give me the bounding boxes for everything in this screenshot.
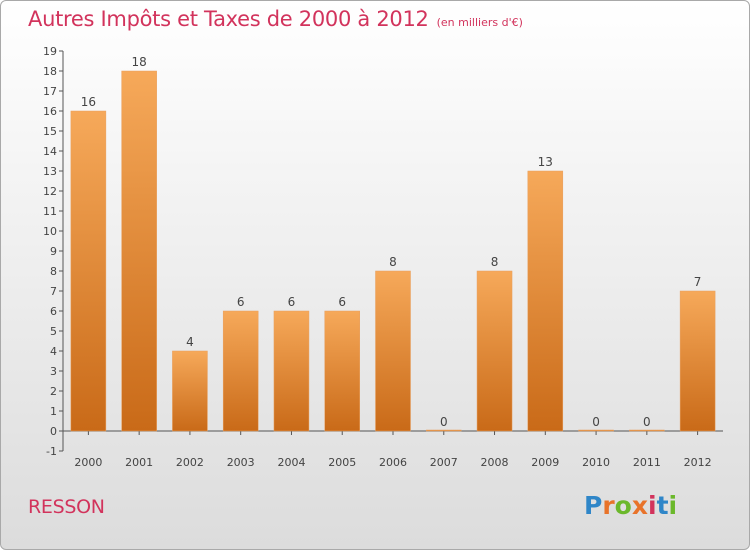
bar-2011 xyxy=(629,429,665,432)
data-label-2009: 13 xyxy=(538,155,553,169)
data-label-2003: 6 xyxy=(237,295,245,309)
y-tick-label: 10 xyxy=(43,225,57,238)
bar-2004 xyxy=(273,310,310,432)
y-tick-label: 9 xyxy=(50,245,57,258)
bar-2000 xyxy=(70,110,107,432)
bar-2007 xyxy=(426,429,462,432)
bar-2001 xyxy=(121,70,157,432)
y-tick-label: 19 xyxy=(43,45,57,58)
y-tick-label: 12 xyxy=(43,185,57,198)
y-tick-label: 2 xyxy=(50,385,57,398)
bars xyxy=(70,70,716,432)
bar-2012 xyxy=(679,290,716,432)
logo-letter: x xyxy=(631,491,648,520)
y-tick-label: 8 xyxy=(50,265,57,278)
bar-2009 xyxy=(527,170,564,432)
data-label-2007: 0 xyxy=(440,415,448,429)
y-tick-label: 14 xyxy=(43,145,57,158)
y-tick-label: 4 xyxy=(50,345,57,358)
x-tick-label: 2003 xyxy=(227,456,255,469)
data-label-2000: 16 xyxy=(81,95,96,109)
bar-2010 xyxy=(578,429,614,432)
x-tick-label: 2009 xyxy=(531,456,559,469)
x-tick-label: 2002 xyxy=(176,456,204,469)
data-label-2002: 4 xyxy=(186,335,194,349)
bar-2008 xyxy=(476,270,513,432)
logo-letter: r xyxy=(602,491,615,520)
proxiti-logo[interactable]: Proxiti xyxy=(584,491,677,520)
x-tick-label: 2004 xyxy=(277,456,305,469)
chart-title: Autres Impôts et Taxes de 2000 à 2012 (en… xyxy=(28,7,523,31)
logo-letter: P xyxy=(584,491,603,520)
y-tick-label: 0 xyxy=(50,425,57,438)
data-label-2010: 0 xyxy=(592,415,600,429)
data-label-2001: 18 xyxy=(132,55,147,69)
x-tick-label: 2001 xyxy=(125,456,153,469)
y-tick-label: 16 xyxy=(43,105,57,118)
y-tick-label: 6 xyxy=(50,305,57,318)
x-tick-label: 2007 xyxy=(430,456,458,469)
y-tick-label: 18 xyxy=(43,65,57,78)
data-labels: 16 18 4 6 6 6 8 0 8 13 0 0 7 xyxy=(81,55,702,429)
data-label-2005: 6 xyxy=(338,295,346,309)
data-label-2004: 6 xyxy=(288,295,296,309)
y-tick-label: 1 xyxy=(50,405,57,418)
bar-2006 xyxy=(375,270,411,432)
x-tick-label: 2000 xyxy=(74,456,102,469)
logo-letter: i xyxy=(668,491,678,520)
chart-subtitle: (en milliers d'€) xyxy=(436,16,523,29)
bar-2003 xyxy=(222,310,259,432)
data-label-2011: 0 xyxy=(643,415,651,429)
y-tick-label: 11 xyxy=(43,205,57,218)
x-tick-label: 2010 xyxy=(582,456,610,469)
x-tick-label: 2008 xyxy=(481,456,509,469)
y-tick-label: 17 xyxy=(43,85,57,98)
logo-letter: t xyxy=(656,491,669,520)
data-label-2006: 8 xyxy=(389,255,397,269)
commune-name: RESSON xyxy=(28,496,105,518)
logo-letter: i xyxy=(648,491,657,520)
data-label-2008: 8 xyxy=(491,255,499,269)
bar-2005 xyxy=(324,310,360,432)
x-tick-label: 2012 xyxy=(684,456,712,469)
y-tick-label: 3 xyxy=(50,365,57,378)
bar-2002 xyxy=(172,350,208,432)
x-tick-label: 2006 xyxy=(379,456,407,469)
y-tick-label: 13 xyxy=(43,165,57,178)
y-tick-label: 7 xyxy=(50,285,57,298)
y-tick-label: 15 xyxy=(43,125,57,138)
chart-title-text: Autres Impôts et Taxes de 2000 à 2012 xyxy=(28,7,429,31)
y-tick-label: 5 xyxy=(50,325,57,338)
x-tick-label: 2011 xyxy=(633,456,661,469)
y-tick-label: -1 xyxy=(46,445,57,458)
logo-letter: o xyxy=(614,491,632,520)
data-label-2012: 7 xyxy=(694,275,702,289)
x-tick-label: 2005 xyxy=(328,456,356,469)
